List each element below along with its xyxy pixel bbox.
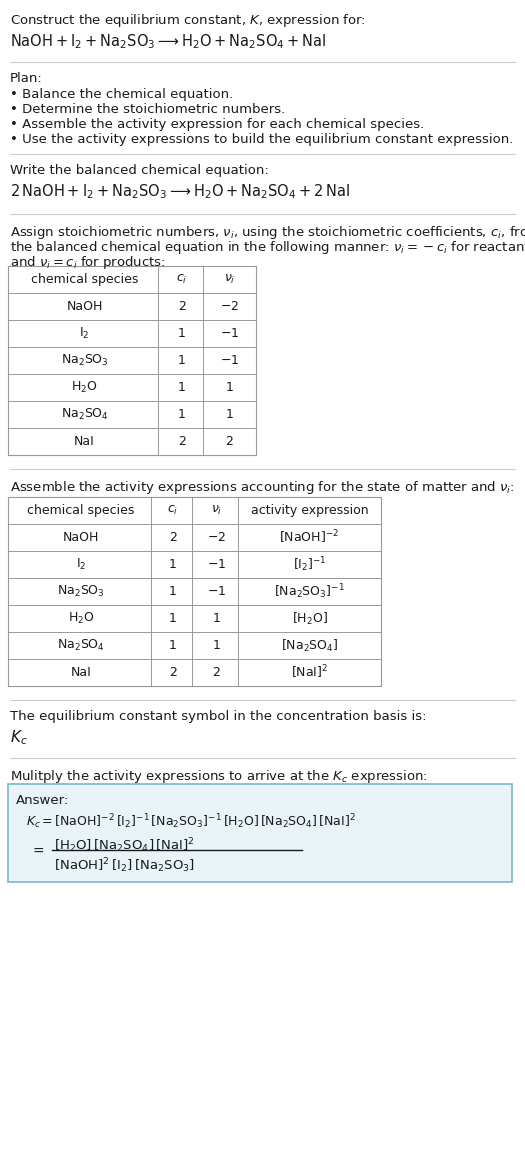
Text: $\nu_i$: $\nu_i$ [224,273,235,286]
Text: $K_c$: $K_c$ [10,728,28,747]
Text: $\mathrm{I_2}$: $\mathrm{I_2}$ [76,557,86,572]
Text: $\nu_i$: $\nu_i$ [211,504,222,517]
Text: NaOH: NaOH [66,301,103,313]
Text: 2: 2 [169,666,177,679]
Text: 1: 1 [213,612,220,625]
Text: $-1$: $-1$ [220,327,239,340]
Text: $\mathrm{Na_2SO_3}$: $\mathrm{Na_2SO_3}$ [57,584,105,599]
Text: the balanced chemical equation in the following manner: $\nu_i = -c_i$ for react: the balanced chemical equation in the fo… [10,239,525,255]
Text: $[\mathrm{NaOH}]^2\,[\mathrm{I_2}]\,[\mathrm{Na_2SO_3}]$: $[\mathrm{NaOH}]^2\,[\mathrm{I_2}]\,[\ma… [54,855,195,875]
Text: $[\mathrm{Na_2SO_4}]$: $[\mathrm{Na_2SO_4}]$ [281,637,338,653]
Text: 1: 1 [169,639,177,652]
Text: 1: 1 [169,558,177,571]
Text: $\mathrm{2\,NaOH + I_2 + Na_2SO_3 \longrightarrow H_2O + Na_2SO_4 + 2\,NaI}$: $\mathrm{2\,NaOH + I_2 + Na_2SO_3 \longr… [10,181,350,201]
Text: 1: 1 [226,381,234,394]
Text: $-1$: $-1$ [220,354,239,366]
Text: $\mathrm{H_2O}$: $\mathrm{H_2O}$ [71,380,98,395]
Text: $\mathrm{Na_2SO_4}$: $\mathrm{Na_2SO_4}$ [57,638,105,653]
Text: $-1$: $-1$ [207,558,226,571]
FancyBboxPatch shape [8,784,512,882]
Text: $[\mathrm{H_2O}]\,[\mathrm{Na_2SO_4}]\,[\mathrm{NaI}]^2$: $[\mathrm{H_2O}]\,[\mathrm{Na_2SO_4}]\,[… [54,836,195,854]
Text: Assemble the activity expressions accounting for the state of matter and $\nu_i$: Assemble the activity expressions accoun… [10,479,514,496]
Text: Answer:: Answer: [16,794,69,807]
Text: • Determine the stoichiometric numbers.: • Determine the stoichiometric numbers. [10,103,285,116]
Text: 2: 2 [178,301,186,313]
Text: $\mathrm{Na_2SO_3}$: $\mathrm{Na_2SO_3}$ [60,353,108,368]
Text: $-2$: $-2$ [207,531,226,544]
Text: 1: 1 [226,408,234,421]
Text: 2: 2 [213,666,220,679]
Text: NaI: NaI [71,666,91,679]
Text: $\mathrm{I_2}$: $\mathrm{I_2}$ [79,326,90,341]
FancyBboxPatch shape [8,497,381,686]
Text: Plan:: Plan: [10,72,43,86]
Text: NaOH: NaOH [63,531,99,544]
Text: $K_c = [\mathrm{NaOH}]^{-2}\,[\mathrm{I_2}]^{-1}\,[\mathrm{Na_2SO_3}]^{-1}\,[\ma: $K_c = [\mathrm{NaOH}]^{-2}\,[\mathrm{I_… [26,812,356,831]
Text: 1: 1 [169,585,177,598]
Text: $\mathrm{H_2O}$: $\mathrm{H_2O}$ [68,612,94,627]
Text: $[\mathrm{H_2O}]$: $[\mathrm{H_2O}]$ [291,610,328,627]
Text: $[\mathrm{NaOH}]^{-2}$: $[\mathrm{NaOH}]^{-2}$ [279,528,340,547]
Text: Construct the equilibrium constant, $K$, expression for:: Construct the equilibrium constant, $K$,… [10,12,366,29]
Text: $-2$: $-2$ [220,301,239,313]
Text: 1: 1 [178,408,186,421]
Text: 1: 1 [178,354,186,366]
Text: $\mathrm{NaOH + I_2 + Na_2SO_3 \longrightarrow H_2O + Na_2SO_4 + NaI}$: $\mathrm{NaOH + I_2 + Na_2SO_3 \longrigh… [10,32,327,51]
Text: 1: 1 [178,327,186,340]
Text: • Assemble the activity expression for each chemical species.: • Assemble the activity expression for e… [10,118,424,131]
Text: activity expression: activity expression [251,504,369,517]
Text: $[\mathrm{NaI}]^2$: $[\mathrm{NaI}]^2$ [291,664,328,681]
Text: $-1$: $-1$ [207,585,226,598]
Text: $[\mathrm{Na_2SO_3}]^{-1}$: $[\mathrm{Na_2SO_3}]^{-1}$ [274,583,345,601]
Text: • Balance the chemical equation.: • Balance the chemical equation. [10,88,233,101]
Text: Mulitply the activity expressions to arrive at the $K_c$ expression:: Mulitply the activity expressions to arr… [10,768,428,785]
Text: Assign stoichiometric numbers, $\nu_i$, using the stoichiometric coefficients, $: Assign stoichiometric numbers, $\nu_i$, … [10,224,525,240]
Text: chemical species: chemical species [27,504,135,517]
Text: NaI: NaI [74,435,95,449]
Text: and $\nu_i = c_i$ for products:: and $\nu_i = c_i$ for products: [10,254,165,271]
Text: 2: 2 [169,531,177,544]
Text: 2: 2 [178,435,186,449]
Text: chemical species: chemical species [31,273,138,286]
Text: The equilibrium constant symbol in the concentration basis is:: The equilibrium constant symbol in the c… [10,710,426,722]
Text: 2: 2 [226,435,234,449]
Text: 1: 1 [213,639,220,652]
Text: $c_i$: $c_i$ [167,504,178,517]
Text: $=$: $=$ [30,843,45,857]
Text: • Use the activity expressions to build the equilibrium constant expression.: • Use the activity expressions to build … [10,133,513,146]
Text: 1: 1 [169,612,177,625]
FancyBboxPatch shape [8,266,256,455]
Text: Write the balanced chemical equation:: Write the balanced chemical equation: [10,164,269,177]
Text: 1: 1 [178,381,186,394]
Text: $[\mathrm{I_2}]^{-1}$: $[\mathrm{I_2}]^{-1}$ [292,555,327,573]
Text: $c_i$: $c_i$ [176,273,187,286]
Text: $\mathrm{Na_2SO_4}$: $\mathrm{Na_2SO_4}$ [60,407,109,422]
